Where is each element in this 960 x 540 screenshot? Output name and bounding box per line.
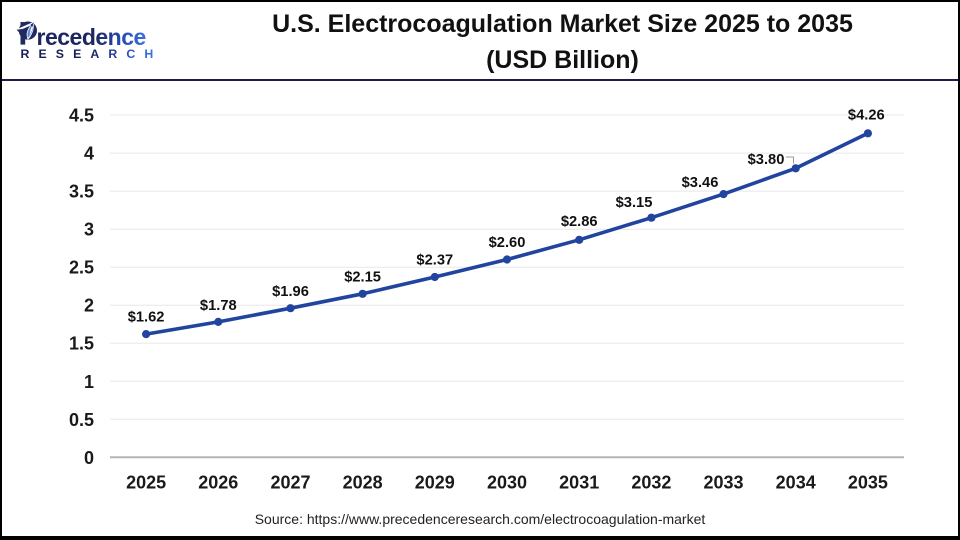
svg-text:2031: 2031 (559, 473, 599, 493)
svg-text:$1.78: $1.78 (200, 298, 237, 314)
svg-text:$2.60: $2.60 (489, 235, 526, 251)
svg-text:2025: 2025 (126, 473, 166, 493)
svg-text:4.5: 4.5 (69, 106, 94, 126)
svg-text:2027: 2027 (270, 473, 310, 493)
svg-text:$2.15: $2.15 (344, 270, 381, 286)
svg-text:2.5: 2.5 (69, 258, 94, 278)
svg-text:0: 0 (84, 448, 94, 468)
svg-text:3: 3 (84, 220, 94, 240)
svg-text:$3.46: $3.46 (682, 175, 719, 191)
svg-text:2032: 2032 (631, 473, 671, 493)
svg-text:2: 2 (84, 296, 94, 316)
svg-text:4: 4 (84, 144, 94, 164)
svg-text:0.5: 0.5 (69, 410, 94, 430)
svg-text:$2.86: $2.86 (561, 214, 598, 230)
svg-text:2026: 2026 (198, 473, 238, 493)
svg-text:$4.26: $4.26 (848, 107, 885, 123)
svg-text:1.5: 1.5 (69, 334, 94, 354)
svg-text:2035: 2035 (848, 473, 888, 493)
svg-text:$1.62: $1.62 (128, 310, 165, 326)
svg-text:$3.80: $3.80 (748, 152, 785, 168)
svg-text:2028: 2028 (343, 473, 383, 493)
svg-text:2029: 2029 (415, 473, 455, 493)
svg-text:$2.37: $2.37 (416, 253, 453, 269)
svg-text:$1.96: $1.96 (272, 284, 309, 300)
svg-text:2033: 2033 (703, 473, 743, 493)
svg-text:$3.15: $3.15 (616, 195, 653, 211)
svg-text:2030: 2030 (487, 473, 527, 493)
svg-text:1: 1 (84, 372, 94, 392)
svg-text:2034: 2034 (776, 473, 816, 493)
svg-text:3.5: 3.5 (69, 182, 94, 202)
